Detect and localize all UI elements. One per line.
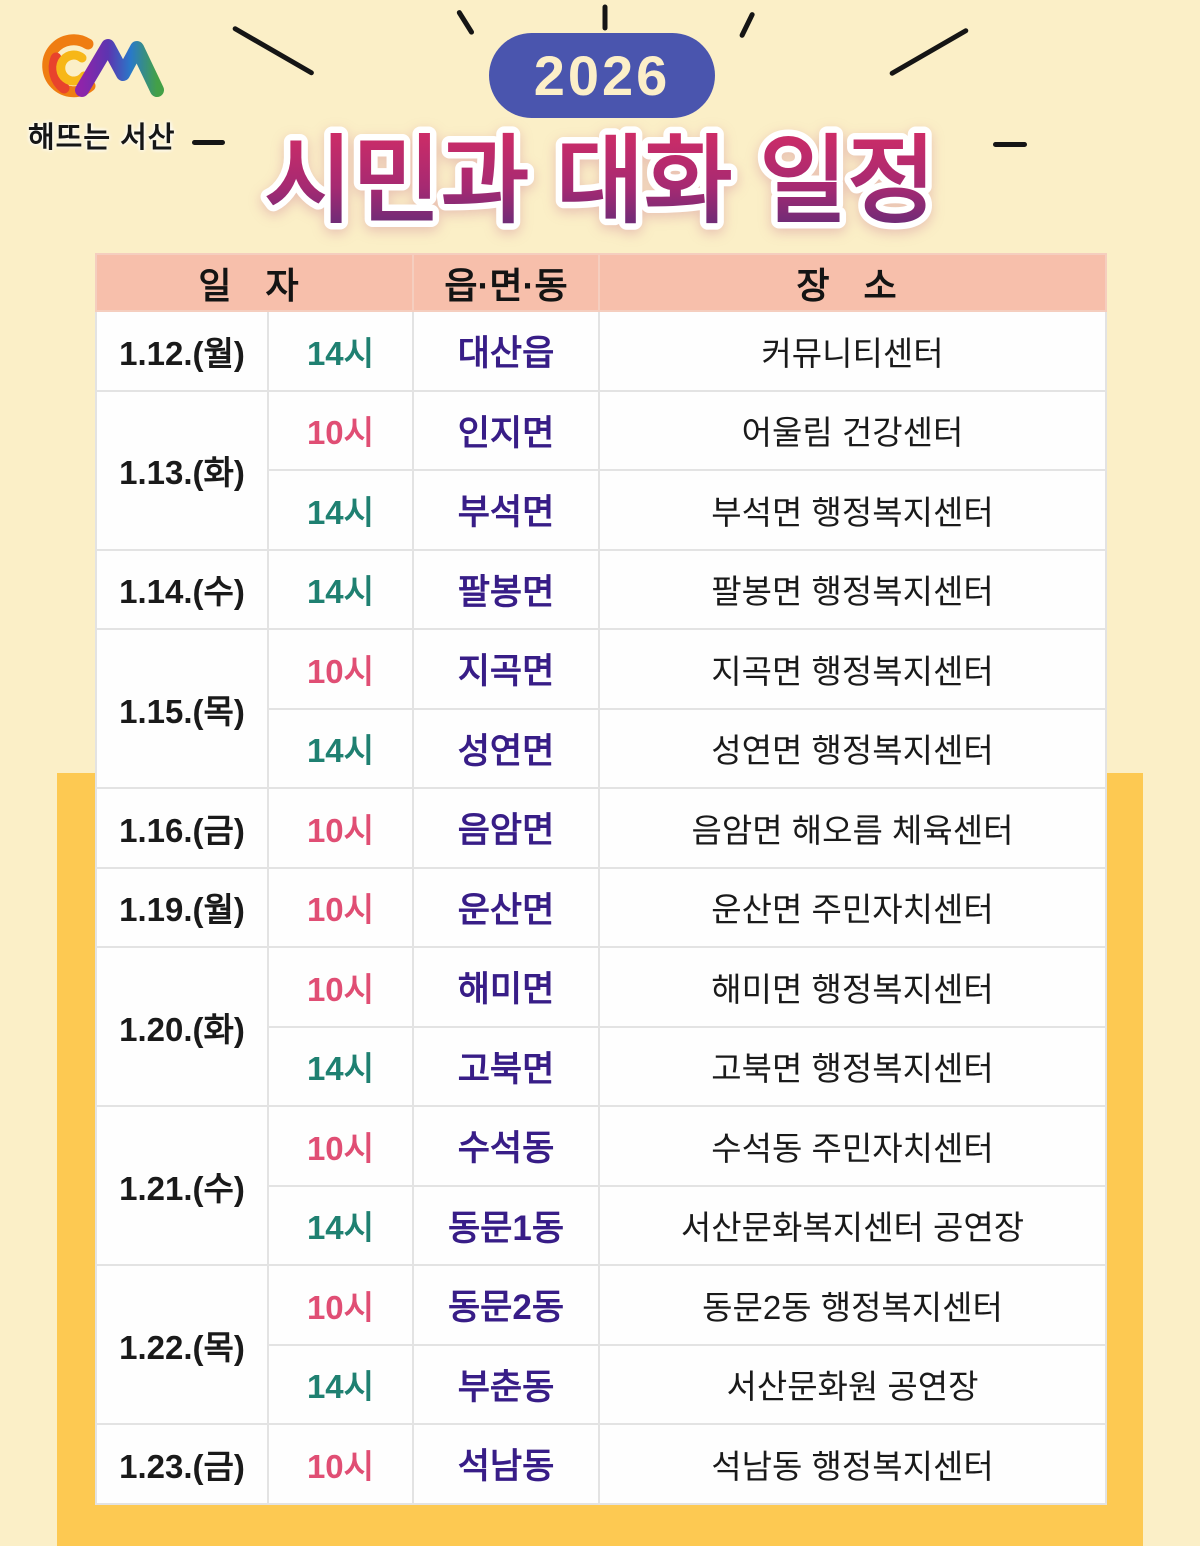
place-cell: 지곡면 행정복지센터	[598, 628, 1107, 710]
date-cell: 1.22.(목)	[95, 1264, 269, 1425]
burst-dash-icon	[602, 4, 608, 31]
burst-dash-icon	[993, 142, 1027, 147]
burst-dash-icon	[888, 27, 970, 77]
place-cell: 음암면 해오름 체육센터	[598, 787, 1107, 869]
time-cell: 10시	[267, 1264, 414, 1346]
date-cell: 1.13.(화)	[95, 389, 269, 551]
table-row: 1.20.(화) 10시 해미면 해미면 행정복지센터	[95, 946, 1107, 1107]
burst-dash-icon	[455, 9, 475, 36]
emd-cell: 음암면	[412, 787, 600, 869]
place-cell: 해미면 행정복지센터	[598, 946, 1107, 1028]
time-cell: 14시	[267, 469, 414, 551]
time-cell: 14시	[267, 1025, 414, 1107]
place-cell: 운산면 주민자치센터	[598, 866, 1107, 948]
emd-cell: 성연면	[412, 707, 600, 789]
date-cell: 1.12.(월)	[95, 310, 269, 392]
date-cell: 1.21.(수)	[95, 1105, 269, 1266]
seosan-logo-text: 해뜨는 서산	[28, 122, 176, 154]
emd-cell: 부석면	[412, 469, 600, 551]
emd-cell: 운산면	[412, 866, 600, 948]
table-row: 1.14.(수) 14시 팔봉면 팔봉면 행정복지센터	[95, 548, 1107, 630]
date-cell: 1.14.(수)	[95, 548, 269, 630]
year-badge-label: 2026	[533, 44, 671, 107]
place-cell: 커뮤니티센터	[598, 310, 1107, 392]
place-cell: 고북면 행정복지센터	[598, 1025, 1107, 1107]
table-row: 1.23.(금) 10시 석남동 석남동 행정복지센터	[95, 1423, 1107, 1505]
burst-dash-icon	[192, 140, 225, 145]
place-cell: 서산문화원 공연장	[598, 1343, 1107, 1425]
place-cell: 석남동 행정복지센터	[598, 1423, 1107, 1505]
table-row: 14시 고북면 고북면 행정복지센터	[96, 1025, 1107, 1107]
table-row: 1.13.(화) 10시 인지면 어울림 건강센터	[95, 389, 1107, 551]
date-cell: 1.23.(금)	[95, 1423, 269, 1505]
page-title-text: 시민과 대화 일정	[264, 128, 936, 235]
place-cell: 수석동 주민자치센터	[598, 1105, 1107, 1187]
table-row: 14시 동문1동 서산문화복지센터 공연장	[96, 1184, 1107, 1266]
emd-cell: 석남동	[412, 1423, 600, 1505]
table-row: 1.19.(월) 10시 운산면 운산면 주민자치센터	[95, 866, 1107, 948]
emd-cell: 동문1동	[412, 1184, 600, 1266]
place-cell: 동문2동 행정복지센터	[598, 1264, 1107, 1346]
place-cell: 팔봉면 행정복지센터	[598, 548, 1107, 630]
emd-cell: 수석동	[412, 1105, 600, 1187]
table-row: 1.22.(목) 10시 동문2동 동문2동 행정복지센터	[95, 1264, 1107, 1425]
emd-cell: 팔봉면	[412, 548, 600, 630]
table-row: 14시 부춘동 서산문화원 공연장	[96, 1343, 1107, 1425]
header-cell-date: 일 자	[95, 253, 414, 312]
date-cell: 1.19.(월)	[95, 866, 269, 948]
burst-dash-icon	[231, 25, 315, 77]
burst-dash-icon	[738, 11, 756, 39]
table-row: 1.12.(월) 14시 대산읍 커뮤니티센터	[95, 310, 1107, 392]
date-cell: 1.16.(금)	[95, 787, 269, 869]
time-cell: 14시	[267, 1184, 414, 1266]
time-cell: 14시	[267, 310, 414, 392]
table-header-row: 일 자 읍·면·동 장 소	[95, 253, 1107, 312]
table-row: 1.21.(수) 10시 수석동 수석동 주민자치센터	[95, 1105, 1107, 1266]
table-row: 14시 부석면 부석면 행정복지센터	[96, 469, 1107, 551]
time-cell: 10시	[267, 866, 414, 948]
emd-cell: 해미면	[412, 946, 600, 1028]
table-row: 14시 성연면 성연면 행정복지센터	[96, 707, 1107, 789]
time-cell: 14시	[267, 1343, 414, 1425]
place-cell: 어울림 건강센터	[598, 389, 1107, 471]
seosan-logo-mark-icon	[42, 34, 164, 98]
time-cell: 10시	[267, 1423, 414, 1505]
emd-cell: 대산읍	[412, 310, 600, 392]
date-cell: 1.15.(목)	[95, 628, 269, 789]
emd-cell: 지곡면	[412, 628, 600, 710]
page-title-outline: 시민과 대화 일정	[264, 128, 936, 235]
seosan-logo: 해뜨는 서산	[24, 20, 214, 156]
place-cell: 서산문화복지센터 공연장	[598, 1184, 1107, 1266]
table-row: 1.16.(금) 10시 음암면 음암면 해오름 체육센터	[95, 787, 1107, 869]
time-cell: 10시	[267, 787, 414, 869]
schedule-table: 일 자 읍·면·동 장 소 1.12.(월) 14시 대산읍 커뮤니티센터 1.13.(…	[95, 253, 1107, 1505]
emd-cell: 인지면	[412, 389, 600, 471]
emd-cell: 동문2동	[412, 1264, 600, 1346]
year-badge: 2026	[489, 33, 715, 118]
schedule-table-body: 1.12.(월) 14시 대산읍 커뮤니티센터 1.13.(화) 10시 인지면 어울림 건강…	[95, 310, 1107, 1505]
time-cell: 10시	[267, 946, 414, 1028]
time-cell: 10시	[267, 1105, 414, 1187]
time-cell: 14시	[267, 707, 414, 789]
emd-cell: 부춘동	[412, 1343, 600, 1425]
place-cell: 성연면 행정복지센터	[598, 707, 1107, 789]
place-cell: 부석면 행정복지센터	[598, 469, 1107, 551]
header-cell-emd: 읍·면·동	[412, 253, 600, 312]
table-row: 1.15.(목) 10시 지곡면 지곡면 행정복지센터	[95, 628, 1107, 789]
time-cell: 10시	[267, 389, 414, 471]
header-cell-place: 장 소	[598, 253, 1107, 312]
time-cell: 10시	[267, 628, 414, 710]
date-cell: 1.20.(화)	[95, 946, 269, 1107]
time-cell: 14시	[267, 548, 414, 630]
page-title: 시민과 대화 일정 시민과 대화 일정	[258, 122, 943, 242]
emd-cell: 고북면	[412, 1025, 600, 1107]
